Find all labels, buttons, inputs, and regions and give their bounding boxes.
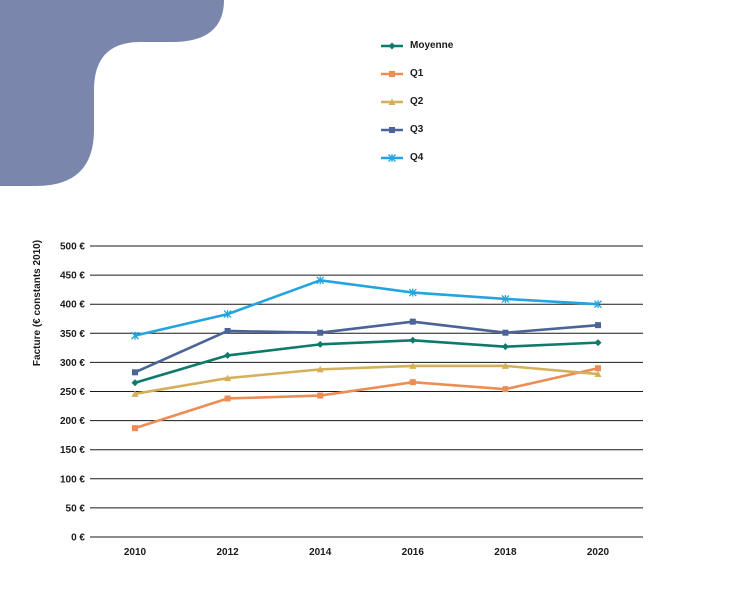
data-point-q2 (409, 362, 417, 369)
legend-item-q4: Q4 (380, 148, 540, 176)
series-line-q4 (134, 279, 599, 337)
legend-label: Q1 (410, 68, 424, 79)
gridlines (90, 245, 643, 538)
data-point-q2 (224, 374, 232, 382)
legend-swatch-q3 (381, 127, 403, 133)
x-tick-label: 2010 (124, 547, 147, 558)
x-tick-label: 2012 (216, 547, 239, 558)
y-tick-label: 150 € (60, 445, 85, 456)
chart-legend: Moyenne Q1 Q2 Q3 Q4 (380, 36, 540, 176)
series-line-q3 (134, 320, 599, 374)
series-q4 (131, 276, 602, 340)
y-tick-label: 500 € (60, 242, 85, 253)
legend-item-moyenne: Moyenne (380, 36, 540, 64)
data-point-q1 (595, 365, 601, 372)
series-line-q1 (134, 366, 599, 430)
data-point-moyenne (224, 351, 232, 359)
data-point-q1 (317, 392, 324, 399)
data-point-q4 (408, 288, 417, 297)
series-q1 (132, 365, 601, 432)
legend-marker-q2 (388, 98, 396, 105)
y-tick-label: 250 € (60, 387, 85, 398)
data-point-q4 (316, 276, 325, 285)
y-axis-title: Facture (€ constants 2010) (32, 240, 43, 366)
data-point-moyenne (594, 339, 602, 347)
legend-marker-q1 (389, 71, 395, 77)
y-tick-label: 450 € (60, 271, 85, 282)
legend-label: Q3 (410, 124, 424, 135)
data-point-q1 (409, 379, 416, 386)
data-point-q4 (223, 310, 232, 319)
data-point-moyenne (501, 343, 509, 351)
data-point-q1 (502, 386, 509, 393)
series-line-q2 (134, 364, 599, 396)
legend-swatch-q4 (381, 154, 403, 162)
data-point-q3 (224, 327, 231, 334)
x-tick-label: 2016 (402, 547, 425, 558)
data-point-q4 (131, 331, 139, 340)
decorative-corner-shape (0, 0, 224, 186)
y-tick-label: 50 € (66, 503, 86, 514)
legend-swatch-moyenne (381, 42, 403, 50)
x-tick-label: 2018 (494, 547, 517, 558)
legend-swatch-q1 (381, 71, 403, 77)
data-point-q3 (409, 318, 416, 325)
series-moyenne (131, 336, 602, 387)
data-point-q1 (224, 395, 231, 402)
legend-item-q2: Q2 (380, 92, 540, 120)
series-lines (131, 276, 602, 432)
x-tick-label: 2014 (309, 547, 332, 558)
series-line-moyenne (134, 338, 599, 385)
y-tick-label: 200 € (60, 416, 85, 427)
y-tick-label: 350 € (60, 329, 85, 340)
y-tick-label: 400 € (60, 300, 85, 311)
y-tick-label: 300 € (60, 358, 85, 369)
legend-swatch-q2 (381, 98, 403, 105)
y-axis-tick-labels: 0 € 50 € 100 € 150 € 200 € 250 € 300 € 350 € 400… (60, 242, 85, 544)
data-point-q3 (317, 329, 324, 336)
y-tick-label: 100 € (60, 474, 85, 485)
legend-marker-q4 (388, 154, 396, 162)
x-tick-label: 2020 (587, 547, 610, 558)
legend-item-q1: Q1 (380, 64, 540, 92)
data-point-moyenne (409, 336, 417, 344)
data-point-q3 (132, 369, 138, 376)
data-point-moyenne (316, 340, 324, 348)
legend-item-q3: Q3 (380, 120, 540, 148)
series-q3 (132, 318, 601, 376)
data-point-q3 (595, 322, 601, 329)
data-point-q3 (502, 329, 509, 336)
series-q2 (131, 362, 602, 397)
legend-marker-q3 (389, 127, 395, 133)
legend-marker-moyenne (388, 42, 396, 50)
data-point-q2 (316, 365, 324, 373)
data-point-q2 (131, 390, 139, 397)
data-point-q1 (132, 425, 138, 432)
data-point-moyenne (131, 379, 139, 387)
x-axis-tick-labels: 2010 2012 2014 2016 2018 2020 (124, 547, 610, 558)
data-point-q2 (594, 370, 602, 378)
y-tick-label: 0 € (71, 533, 85, 544)
data-point-q4 (594, 300, 602, 309)
data-point-q4 (501, 294, 510, 303)
data-point-q2 (501, 362, 509, 369)
legend-label: Q4 (410, 152, 424, 163)
legend-label: Q2 (410, 96, 424, 107)
legend-label: Moyenne (410, 40, 454, 51)
